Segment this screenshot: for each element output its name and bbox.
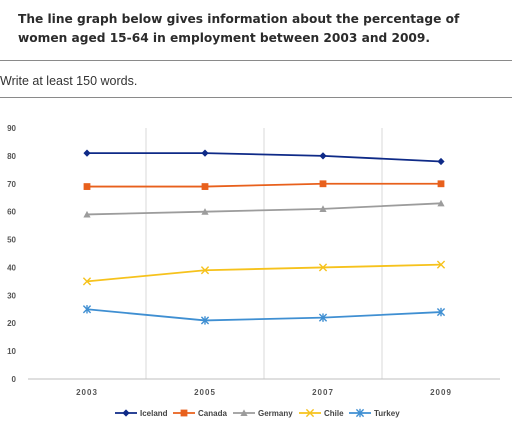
legend-label: Chile	[324, 409, 344, 418]
y-tick-label: 70	[7, 180, 16, 189]
legend-swatch-marker	[122, 409, 130, 417]
legend-swatch-marker	[305, 408, 315, 418]
legend-label: Turkey	[374, 409, 400, 418]
data-point-iceland	[83, 149, 91, 157]
x-tick-label: 2009	[430, 388, 452, 397]
series-iceland	[83, 149, 445, 166]
data-point-turkey	[318, 313, 328, 322]
divider-top	[0, 60, 512, 61]
series-line-canada	[87, 182, 441, 188]
series	[82, 149, 446, 325]
legend-swatch-marker	[240, 409, 248, 417]
divider-bottom	[0, 97, 512, 98]
data-point-canada	[319, 180, 327, 188]
legend: Iceland Canada Germany Chile Turkey	[115, 408, 400, 418]
data-point-turkey	[82, 305, 92, 314]
data-point-chile	[318, 263, 328, 272]
prompt-text: The line graph below gives information a…	[18, 12, 460, 45]
line-chart: 0 10 20 30 40 50 60 70 80 90 2003 2005 2007 2009 Icel…	[7, 124, 500, 418]
data-point-germany	[201, 208, 209, 215]
data-point-iceland	[201, 149, 209, 157]
data-point-chile	[200, 266, 210, 275]
x-tick-label: 2005	[194, 388, 216, 397]
data-point-canada	[437, 180, 445, 188]
x-tick-label: 2003	[76, 388, 98, 397]
data-point-germany	[319, 205, 327, 212]
data-point-chile	[82, 277, 92, 286]
legend-label: Germany	[258, 409, 293, 418]
series-turkey	[82, 305, 446, 325]
data-point-turkey	[436, 307, 446, 317]
chart-frame: 0 10 20 30 40 50 60 70 80 90 2003 2005 2007 2009 Icel…	[0, 117, 512, 427]
y-tick-label: 60	[7, 208, 16, 217]
series-line-turkey	[86, 308, 442, 322]
legend-item-turkey: Turkey	[349, 408, 400, 418]
legend-label: Canada	[198, 409, 227, 418]
y-tick-label: 40	[7, 263, 16, 272]
y-tick-label: 50	[7, 236, 16, 245]
series-canada	[83, 180, 445, 190]
series-line-chile	[86, 263, 442, 283]
legend-item-canada: Canada	[173, 409, 227, 418]
y-tick-label: 20	[7, 319, 16, 328]
y-tick-label: 80	[7, 152, 16, 161]
instruction-text: Write at least 150 words.	[0, 74, 138, 88]
series-line-iceland	[87, 152, 442, 163]
series-chile	[82, 260, 446, 286]
legend-item-chile: Chile	[299, 408, 344, 418]
data-point-germany	[437, 199, 445, 207]
y-tick-label: 10	[7, 347, 16, 356]
y-tick-label: 90	[7, 124, 16, 133]
data-point-germany	[83, 210, 91, 218]
legend-item-germany: Germany	[233, 409, 293, 418]
legend-swatch-marker	[180, 409, 188, 417]
data-point-turkey	[200, 316, 210, 325]
legend-item-iceland: Iceland	[115, 409, 168, 418]
series-germany	[83, 199, 445, 218]
legend-swatch-marker	[355, 408, 365, 418]
y-tick-label: 30	[7, 291, 16, 300]
legend-label: Iceland	[140, 409, 168, 418]
data-point-iceland	[319, 152, 327, 160]
series-line-germany	[86, 202, 442, 216]
data-point-canada	[201, 183, 209, 190]
axes: 0 10 20 30 40 50 60 70 80 90 2003 2005 2007 2009	[7, 124, 500, 397]
y-tick-label: 0	[12, 375, 17, 384]
data-point-chile	[436, 260, 446, 269]
x-tick-label: 2007	[312, 388, 334, 397]
grid	[145, 128, 383, 379]
data-point-iceland	[437, 157, 445, 166]
data-point-canada	[83, 183, 91, 190]
